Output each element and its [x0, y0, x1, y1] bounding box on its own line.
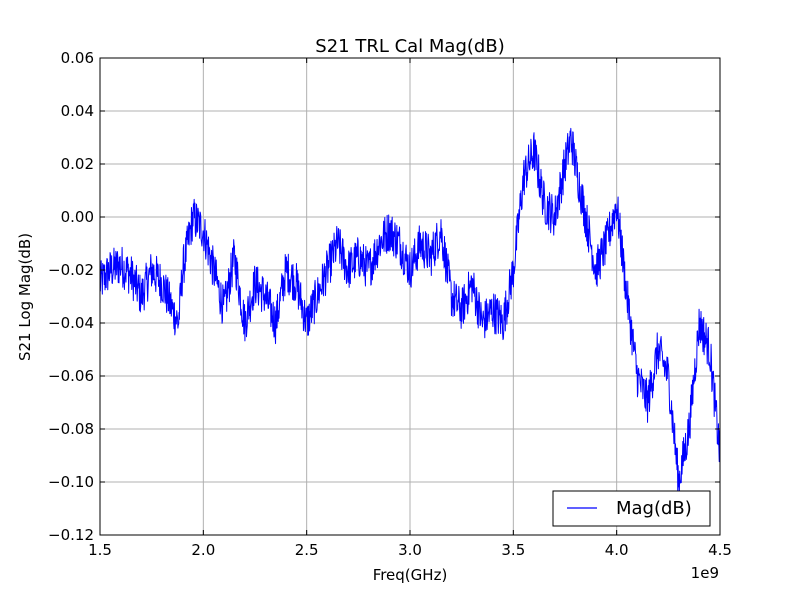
y-axis-label: S21 Log Mag(dB) — [16, 233, 34, 361]
y-tick-label: −0.02 — [48, 261, 94, 279]
y-tick-label: −0.08 — [48, 420, 94, 438]
y-tick-label: 0.04 — [61, 102, 94, 120]
y-tick-label: −0.06 — [48, 367, 94, 385]
chart-title: S21 TRL Cal Mag(dB) — [315, 36, 504, 57]
axis-ticks: 1.5 2.0 2.5 3.0 3.5 4.0 4.5 0.06 0.04 0.02 0.00 −0.… — [48, 49, 732, 559]
y-tick-label: 0.02 — [61, 155, 94, 173]
legend: Mag(dB) — [552, 490, 711, 527]
x-tick-label: 2.5 — [295, 541, 319, 559]
x-tick-label: 1.5 — [88, 541, 112, 559]
y-tick-label: −0.10 — [48, 473, 94, 491]
x-axis-label: Freq(GHz) — [373, 566, 448, 584]
x-tick-label: 2.0 — [191, 541, 215, 559]
y-tick-label: −0.12 — [48, 526, 94, 544]
x-axis-offset-label: 1e9 — [691, 564, 719, 582]
legend-label: Mag(dB) — [616, 498, 692, 519]
series-layer — [99, 127, 721, 498]
series-line-0 — [99, 127, 721, 498]
y-tick-label: 0.00 — [61, 208, 94, 226]
x-tick-label: 4.0 — [605, 541, 629, 559]
x-tick-label: 4.5 — [708, 541, 732, 559]
x-tick-label: 3.5 — [501, 541, 525, 559]
y-tick-label: −0.04 — [48, 314, 94, 332]
y-tick-label: 0.06 — [61, 49, 94, 67]
x-tick-label: 3.0 — [398, 541, 422, 559]
